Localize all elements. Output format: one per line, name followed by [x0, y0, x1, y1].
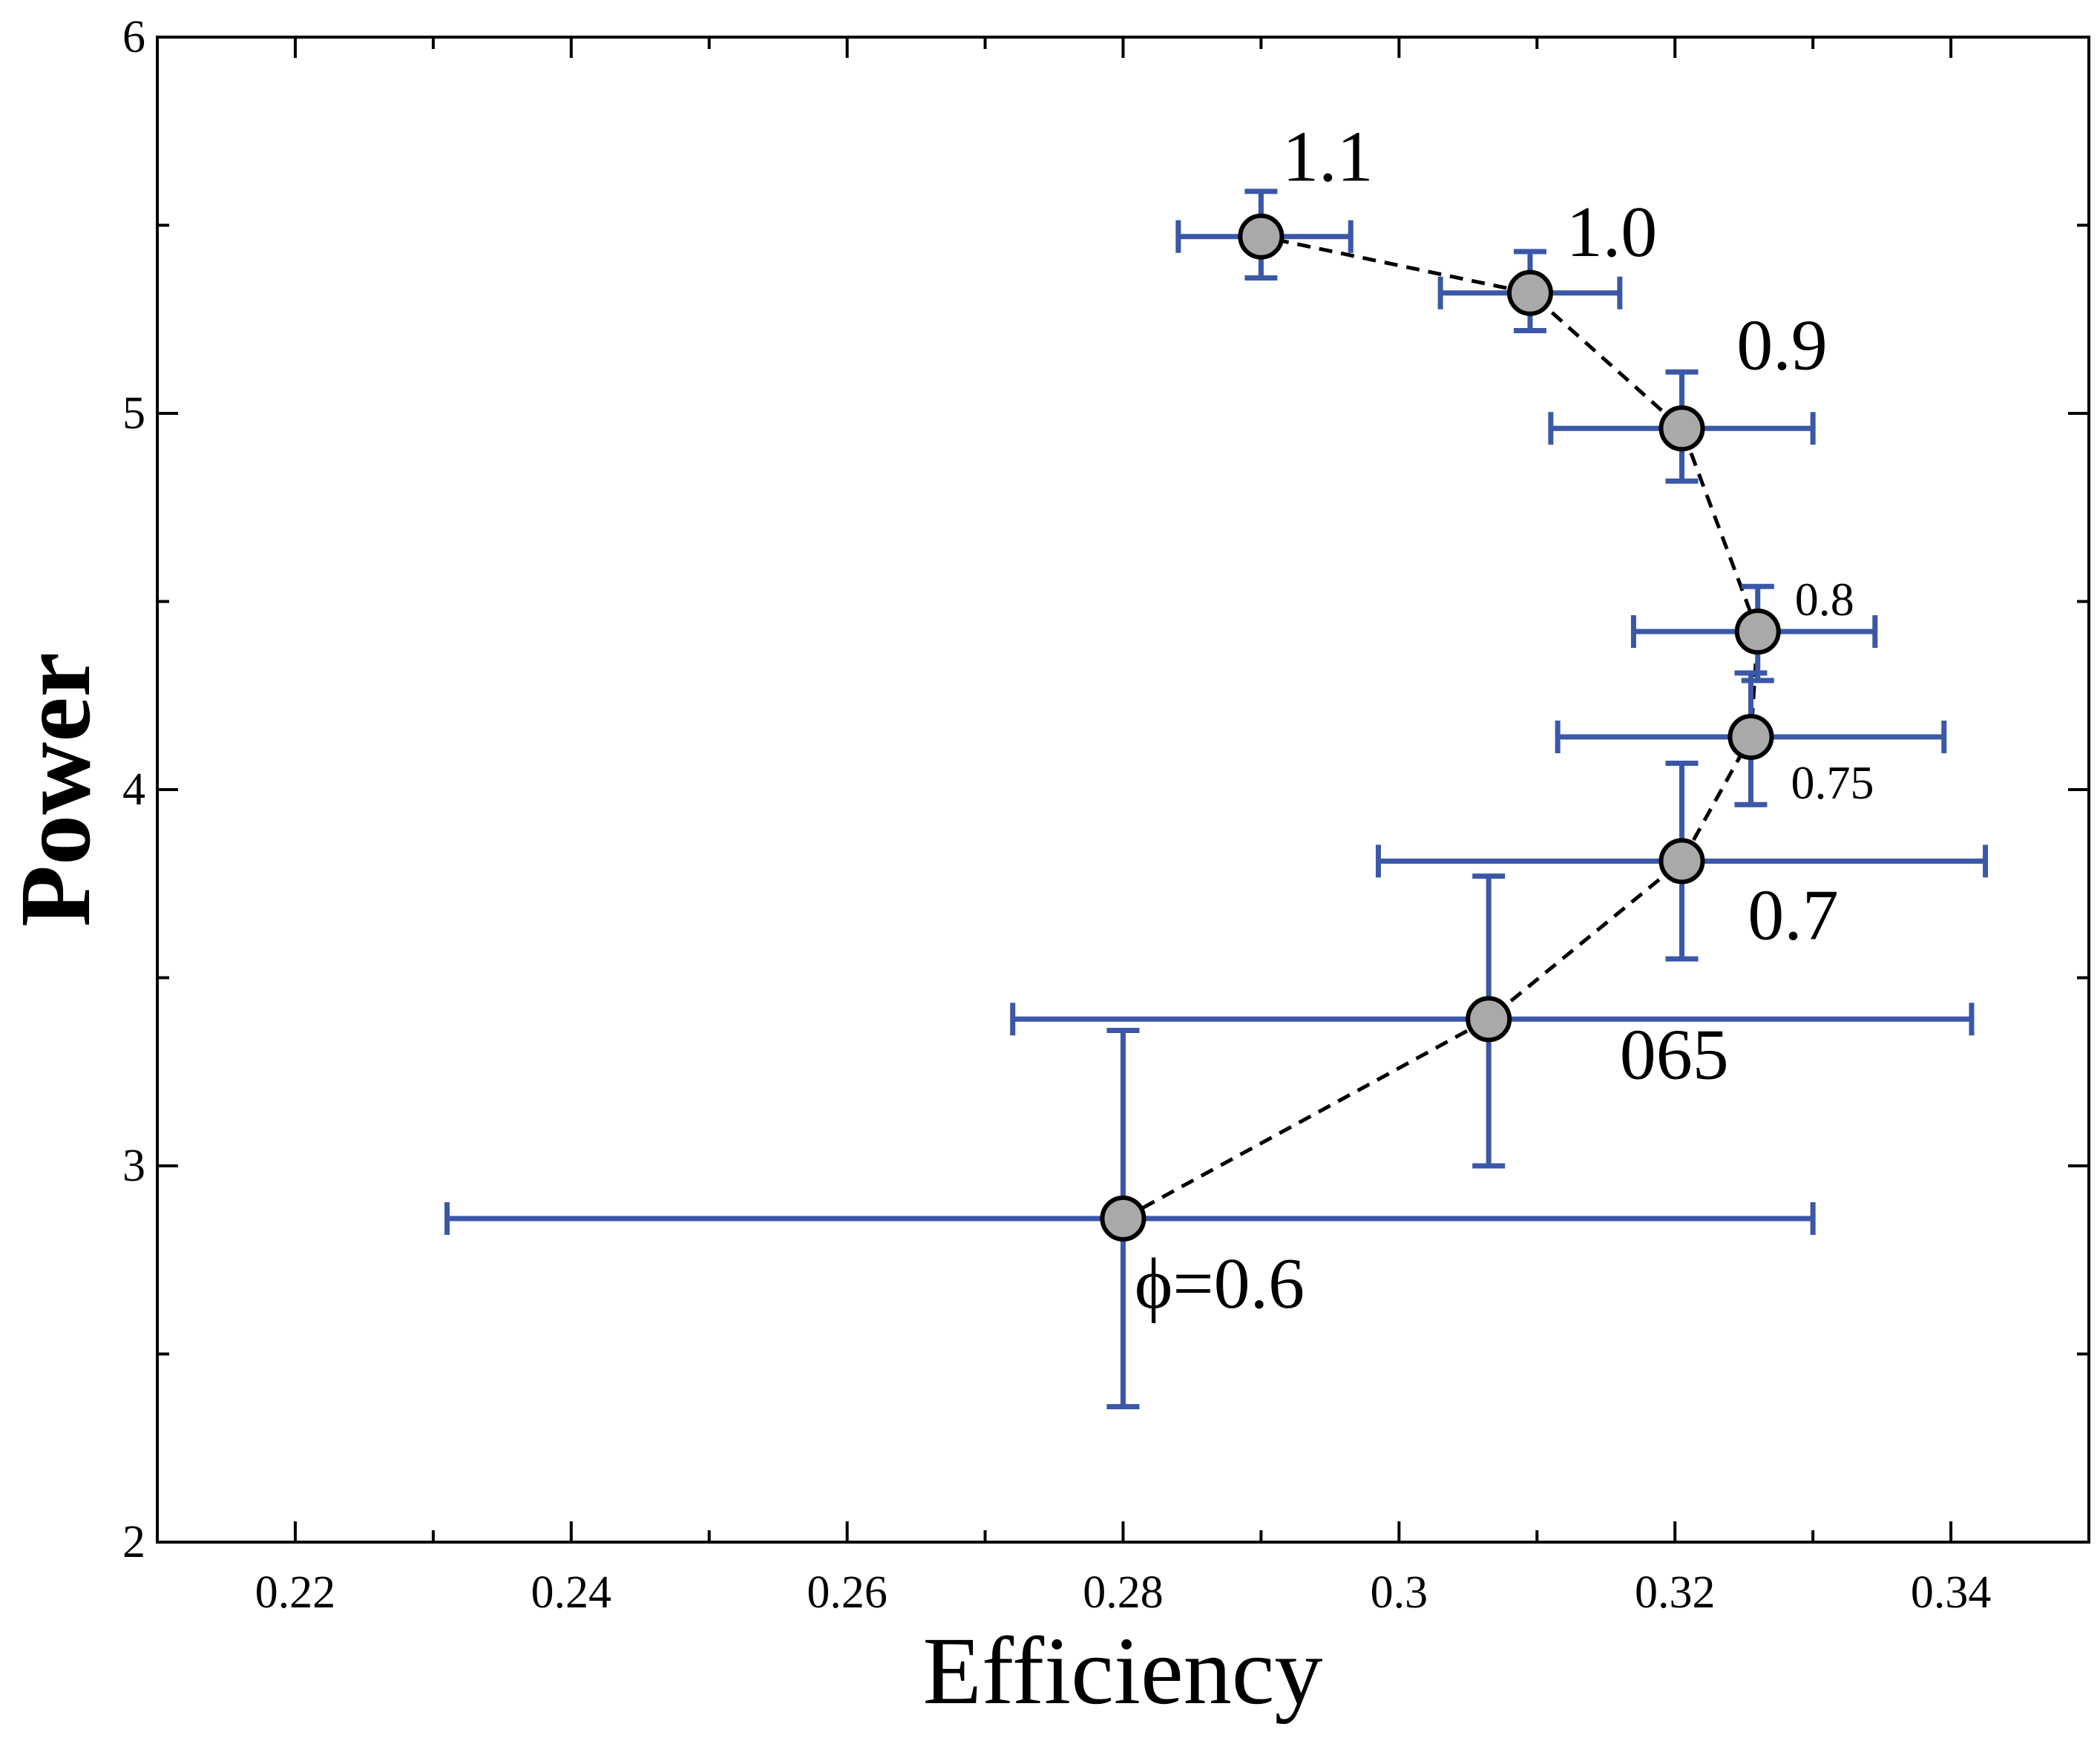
- x-tick-label: 0.26: [807, 1567, 887, 1618]
- point-label: 0.9: [1736, 305, 1828, 385]
- axis-ticks: [156, 36, 2090, 1544]
- y-tick-label: 6: [122, 12, 145, 62]
- x-tick-label: 0.34: [1911, 1567, 1992, 1618]
- point-label: 1.1: [1282, 117, 1374, 197]
- point-label: 0.75: [1791, 756, 1874, 809]
- data-point: [1506, 269, 1553, 316]
- y-axis-title: Power: [0, 652, 111, 927]
- series-connector: [1122, 235, 1760, 1221]
- axis-tick-labels: 0.22 0.24 0.26 0.28 0.3 0.32 0.34 2 3 4 5 6: [122, 12, 1991, 1618]
- data-point: [1238, 213, 1284, 260]
- y-tick-label: 5: [122, 388, 145, 439]
- data-point: [1466, 996, 1512, 1043]
- data-point: [1658, 405, 1705, 452]
- x-axis-title: Efficiency: [923, 1618, 1323, 1725]
- data-point: [1734, 609, 1781, 655]
- data-point: [1100, 1195, 1146, 1242]
- data-point: [1658, 838, 1705, 885]
- point-label: 0.7: [1748, 875, 1839, 955]
- point-label: 1.0: [1566, 192, 1658, 272]
- data-point: [1727, 714, 1774, 761]
- series-line: [1122, 235, 1760, 1221]
- y-tick-label: 4: [122, 764, 145, 815]
- x-tick-label: 0.24: [531, 1567, 612, 1618]
- point-label: ϕ=0.6: [1135, 1244, 1305, 1324]
- x-tick-label: 0.3: [1371, 1567, 1428, 1618]
- point-label: 0.8: [1795, 573, 1854, 626]
- y-tick-label: 2: [122, 1517, 145, 1567]
- data-markers: [1100, 213, 1781, 1242]
- y-tick-label: 3: [122, 1141, 145, 1191]
- point-label: 065: [1620, 1014, 1729, 1095]
- x-tick-label: 0.22: [255, 1567, 336, 1618]
- x-tick-label: 0.32: [1635, 1567, 1716, 1618]
- x-tick-label: 0.28: [1083, 1567, 1164, 1618]
